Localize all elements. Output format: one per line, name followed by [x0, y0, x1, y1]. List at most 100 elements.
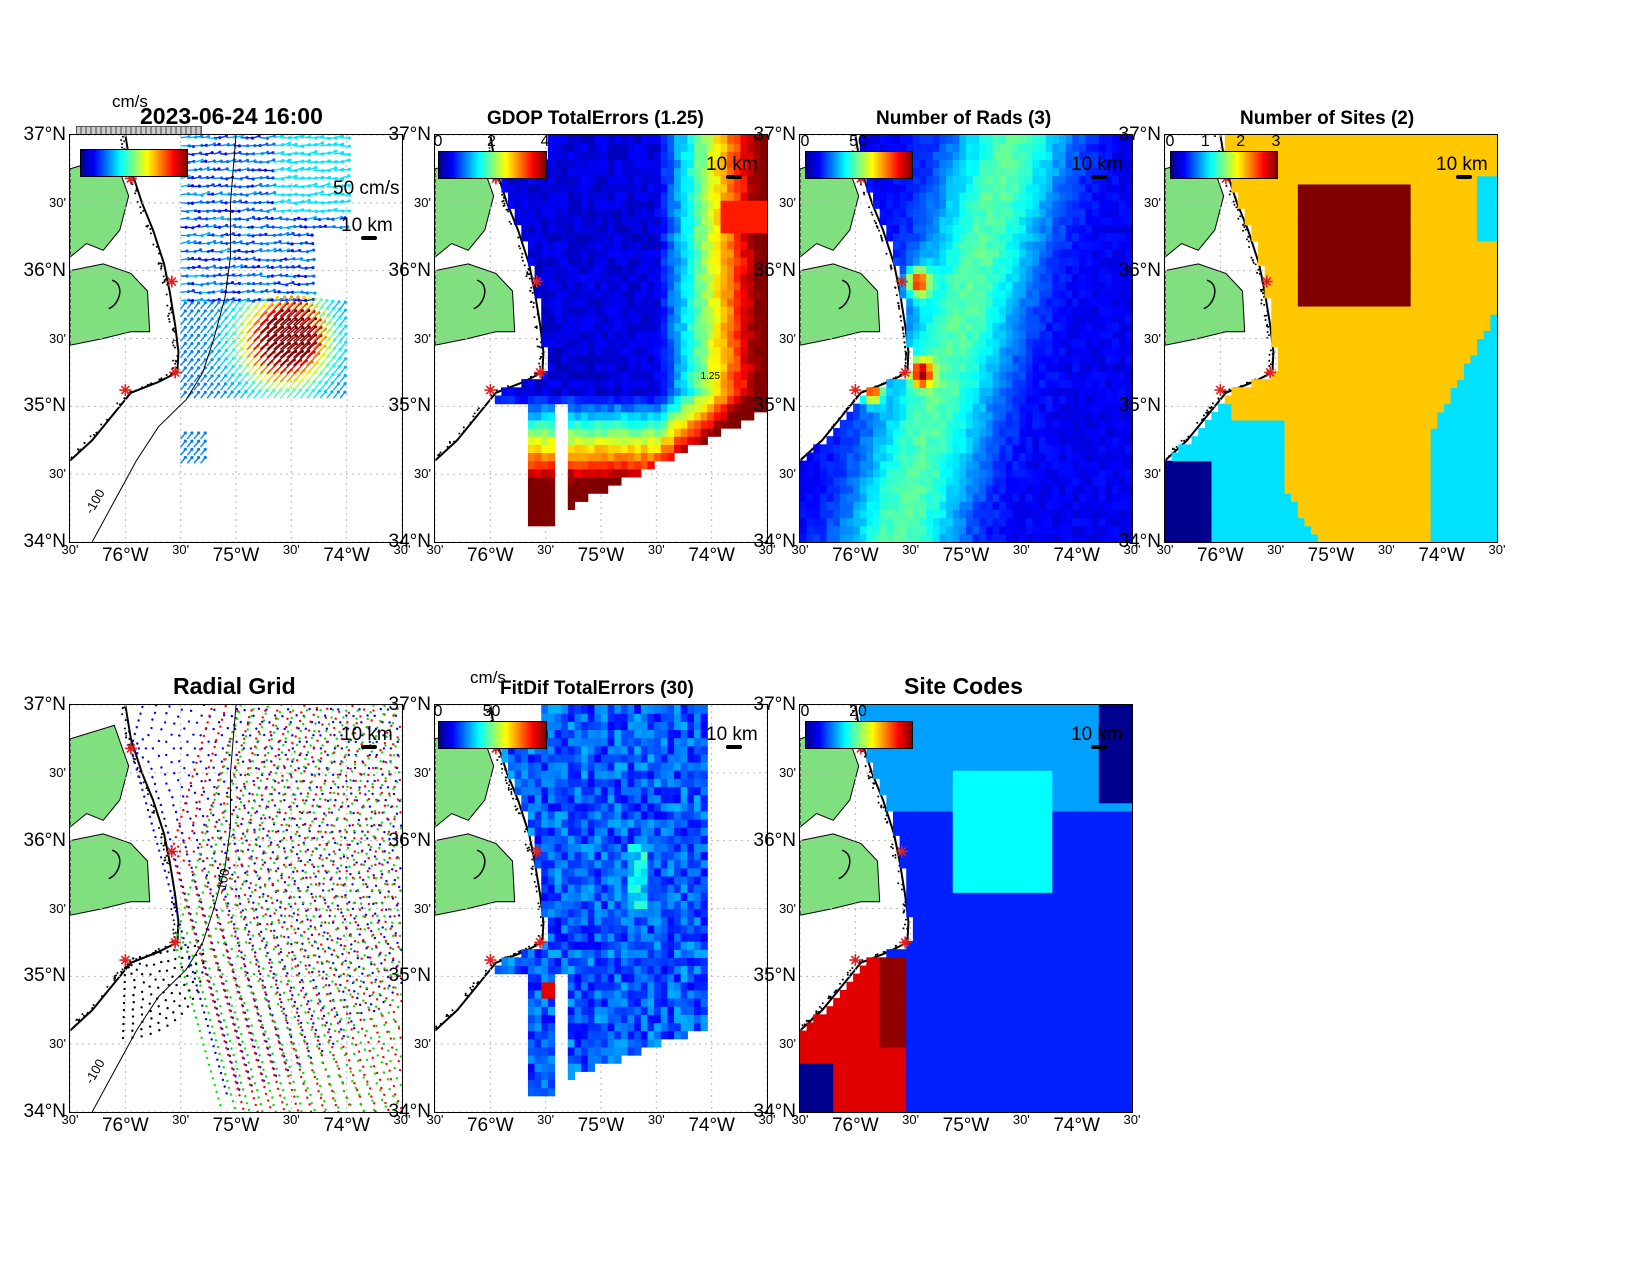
map-area	[1164, 134, 1498, 543]
longitude-label: 75°W	[942, 1115, 990, 1136]
latitude-label: 30'	[414, 466, 431, 482]
colorbar	[1170, 151, 1278, 179]
scale-bar	[361, 236, 377, 240]
colorbar-tick: 0	[800, 703, 810, 720]
colorbar-tick: 2	[487, 133, 496, 150]
longitude-label: 76°W	[831, 1115, 879, 1136]
latitude-label: 30'	[49, 900, 66, 916]
latitude-label: 30'	[414, 900, 431, 916]
latitude-label: 37°N	[753, 694, 796, 715]
site-marker-icon	[849, 954, 862, 967]
map-area: -100 -100	[69, 704, 403, 1113]
longitude-label: 75°W	[942, 545, 990, 566]
contour-label: -100	[82, 486, 108, 516]
colorbar-tick: 2	[1236, 133, 1246, 150]
latitude-label: 36°N	[23, 259, 66, 281]
site-marker-icon	[899, 366, 912, 379]
latitude-label: 30'	[779, 330, 796, 346]
latitude-label: 37°N	[23, 124, 66, 145]
land-peninsula	[435, 263, 516, 346]
longitude-label: 30'	[426, 1112, 444, 1127]
longitude-label: 30'	[1377, 542, 1395, 557]
longitude-label: 30'	[393, 542, 411, 557]
longitude-label: 76°W	[1196, 545, 1244, 566]
latitude-label: 36°N	[23, 829, 66, 851]
latitude-label: 37°N	[23, 694, 66, 715]
coastline	[70, 705, 180, 1032]
longitude-label: 30'	[647, 542, 665, 557]
site-marker-icon	[124, 742, 137, 755]
latitude-label: 30'	[1144, 330, 1161, 346]
scale-bar	[726, 745, 742, 749]
latitude-label: 36°N	[1118, 259, 1161, 281]
latitude-label: 30'	[414, 194, 431, 210]
latitude-label: 30'	[49, 194, 66, 210]
longitude-label: 30'	[902, 1112, 920, 1127]
latitude-label: 30'	[414, 1036, 431, 1052]
longitude-label: 30'	[282, 542, 300, 557]
longitude-label: 30'	[537, 542, 555, 557]
basemap	[435, 705, 545, 1032]
longitude-label: 75°W	[1307, 545, 1355, 566]
latitude-label: 35°N	[23, 395, 66, 417]
latitude-label: 30'	[49, 330, 66, 346]
contour-label: -100	[82, 1056, 108, 1086]
latitude-label: 37°N	[388, 124, 431, 145]
land-peninsula	[70, 833, 151, 916]
panel-title: FitDif TotalErrors (30)	[500, 678, 694, 699]
longitude-label: 30'	[902, 542, 920, 557]
longitude-label: 30'	[1156, 542, 1174, 557]
site-marker-icon	[484, 384, 497, 397]
land-peninsula	[435, 833, 516, 916]
map-area: -100	[69, 134, 403, 543]
longitude-label: 30'	[426, 542, 444, 557]
site-marker-icon	[119, 384, 132, 397]
current-vectors	[180, 135, 351, 464]
codes-field	[800, 705, 1132, 1112]
sound-outline	[108, 279, 121, 310]
site-marker-icon	[895, 845, 908, 858]
site-marker-icon	[895, 275, 908, 288]
scale-label: 10 km	[1071, 154, 1123, 175]
map-area: 1.25	[434, 134, 768, 543]
sound-outline	[838, 279, 851, 310]
latitude-label: 35°N	[388, 395, 431, 417]
longitude-label: 30'	[1267, 542, 1285, 557]
sound-outline	[108, 849, 121, 880]
panel-title: Number of Sites (2)	[1240, 108, 1415, 129]
longitude-label: 76°W	[101, 1115, 149, 1136]
latitude-label: 34°N	[753, 531, 796, 552]
site-marker-icon	[1264, 366, 1277, 379]
colorbar-tick: 50	[482, 703, 501, 720]
scale-bar	[1091, 745, 1107, 749]
panel-title: 2023-06-24 16:00	[140, 103, 323, 129]
longitude-label: 30'	[172, 1112, 190, 1127]
reference-vector-label: 50 cm/s	[333, 178, 400, 199]
latitude-label: 36°N	[388, 259, 431, 281]
scale-label: 10 km	[706, 154, 758, 175]
colorbar-tick: 20	[849, 703, 867, 720]
longitude-label: 74°W	[1053, 545, 1100, 566]
latitude-label: 35°N	[753, 395, 796, 417]
scale-label: 10 km	[1436, 154, 1488, 175]
panel-title: Number of Rads (3)	[876, 108, 1052, 129]
colorbar	[805, 151, 913, 179]
map-area	[799, 134, 1133, 543]
radar-sites	[119, 172, 182, 397]
coastline	[70, 135, 180, 462]
latitude-label: 34°N	[1118, 531, 1161, 552]
latitude-label: 37°N	[1118, 124, 1161, 145]
site-marker-icon	[849, 384, 862, 397]
latitude-label: 34°N	[388, 531, 431, 552]
longitude-label: 75°W	[577, 1115, 625, 1136]
longitude-label: 30'	[172, 542, 190, 557]
colorbar-tick: 0	[800, 133, 810, 150]
latitude-label: 30'	[779, 466, 796, 482]
scale-bar	[1091, 175, 1107, 179]
latitude-label: 30'	[1144, 466, 1161, 482]
longitude-label: 30'	[61, 1112, 79, 1127]
sound-outline	[1203, 279, 1216, 310]
colorbar-tick: 0	[1165, 133, 1175, 150]
colorbar	[438, 151, 547, 179]
latitude-label: 35°N	[23, 965, 66, 987]
